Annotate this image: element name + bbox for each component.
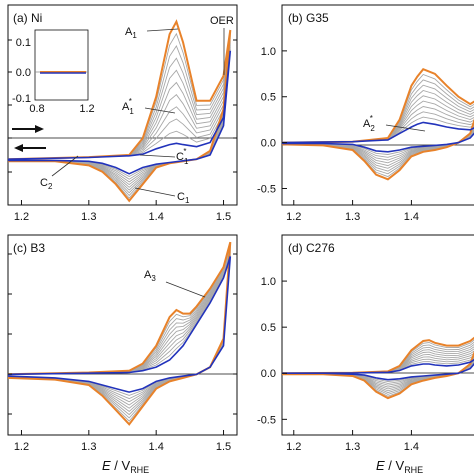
reverse-arrow-head <box>14 144 23 152</box>
panel-c-first-cycle <box>7 241 232 426</box>
panel-b-x-tick-label-2: 1.4 <box>404 211 419 223</box>
panel-b-y-tick-label-3: -0.5 <box>257 183 276 195</box>
axis-ticks: 1.2 1.3 1.4 1.5 1.2 1.3 1.4 1.0 0.5 0.0 -0.5 1.2 1.3… <box>8 39 419 453</box>
panel-b-curves <box>281 67 474 181</box>
leader-C1 <box>134 187 176 197</box>
inset-frame <box>34 29 89 101</box>
panel-d-curves <box>281 336 474 400</box>
panel-b-intermediate-cycle-7 <box>281 106 474 161</box>
panel-c-x-tick-label-2: 1.4 <box>149 441 164 453</box>
panel-d-y-tick-label-1: 0.5 <box>261 322 276 334</box>
panel-b-intermediate-cycle-9 <box>281 116 474 155</box>
inset-y-tick-1: 0.1 <box>16 37 31 49</box>
panel-b-y-tick-label-1: 0.5 <box>261 92 276 104</box>
panel-d-title: (d) C276 <box>288 241 335 255</box>
panel-b-annotations: A2* <box>363 114 426 133</box>
panel-d-y-tick-label-0: 1.0 <box>261 276 276 288</box>
panel-b-intermediate-cycle-5 <box>281 95 474 167</box>
leader-A1 <box>146 28 179 32</box>
panel-c-x-tick-label-0: 1.2 <box>14 441 29 453</box>
leader-A1-star <box>144 107 176 114</box>
panel-c-annotations: A3 <box>144 269 206 298</box>
x-axis-label-left: E / VRHE <box>102 458 149 474</box>
panel-b-first-cycle <box>281 67 474 181</box>
inset-y-tick-2: 0.0 <box>16 67 31 79</box>
panel-c-last-cycle <box>7 256 232 393</box>
panel-b-intermediate-cycle-4 <box>281 89 474 169</box>
leader-C1-star <box>139 154 176 158</box>
label-A1-star: A1* <box>122 97 134 116</box>
panel-a-last-cycle <box>7 50 232 175</box>
panel-c-intermediate-cycle-4 <box>7 247 231 412</box>
panel-c-title: (c) B3 <box>13 241 45 255</box>
panel-d-first-cycle <box>281 336 474 400</box>
panel-c-x-tick-label-1: 1.3 <box>81 441 96 453</box>
forward-arrow-head <box>35 125 44 133</box>
panel-b-x-tick-label-1: 1.3 <box>345 211 360 223</box>
label-C1-star: C1* <box>176 147 189 166</box>
label-A3: A3 <box>144 269 156 283</box>
label-A2-star: A2* <box>363 114 375 133</box>
panel-a-x-tick-label-1: 1.3 <box>81 211 96 223</box>
panel-b-last-cycle <box>281 121 474 153</box>
panel-c-curves <box>7 241 232 426</box>
panel-d-x-tick-label-2: 1.4 <box>404 441 419 453</box>
panel-b-y-tick-label-0: 1.0 <box>261 46 276 58</box>
label-C1: C1 <box>177 191 190 205</box>
panel-b-title: (b) G35 <box>288 11 329 25</box>
panel-a-inset: 0.1 0.0 -0.1 0.8 1.2 <box>12 29 95 115</box>
label-OER: OER <box>210 15 234 27</box>
scan-direction-arrows <box>12 125 46 152</box>
panel-a-x-tick-label-3: 1.5 <box>216 211 231 223</box>
panel-a-curves <box>7 19 232 203</box>
label-A1: A1 <box>125 26 137 40</box>
panel-b-intermediate-cycle-1 <box>281 73 474 178</box>
leader-C2 <box>51 155 79 177</box>
panel-d-y-tick-label-2: 0.0 <box>261 368 276 380</box>
panel-a-annotations: A1 OER A1* C1* C1 C2 <box>40 15 234 205</box>
label-C2: C2 <box>40 177 53 191</box>
panel-d-last-cycle <box>281 358 474 381</box>
panel-c-intermediate-cycle-5 <box>7 249 231 409</box>
leader-A2-star <box>385 124 426 132</box>
inset-x-tick-2: 1.2 <box>79 103 94 115</box>
panel-b-x-tick-label-0: 1.2 <box>286 211 301 223</box>
panel-a-first-cycle <box>7 19 232 203</box>
panel-c-intermediate-cycle-6 <box>7 250 231 406</box>
panel-a-x-tick-label-0: 1.2 <box>14 211 29 223</box>
panel-a-x-tick-label-2: 1.4 <box>149 211 164 223</box>
inset-y-tick-3: -0.1 <box>12 93 31 105</box>
panel-d-y-tick-label-3: -0.5 <box>257 414 276 426</box>
panel-c-x-tick-label-3: 1.5 <box>216 441 231 453</box>
panel-d-frame <box>281 234 474 436</box>
panel-d-x-tick-label-1: 1.3 <box>345 441 360 453</box>
leader-A3 <box>165 281 206 298</box>
panel-b-y-tick-label-2: 0.0 <box>261 138 276 150</box>
panel-a-title: (a) Ni <box>13 11 42 25</box>
x-axis-label-right: E / VRHE <box>376 458 423 474</box>
panel-b-frame <box>281 4 474 206</box>
panel-d-x-tick-label-0: 1.2 <box>286 441 301 453</box>
panel-c-frame <box>7 234 238 436</box>
inset-x-tick-1: 0.8 <box>29 103 44 115</box>
